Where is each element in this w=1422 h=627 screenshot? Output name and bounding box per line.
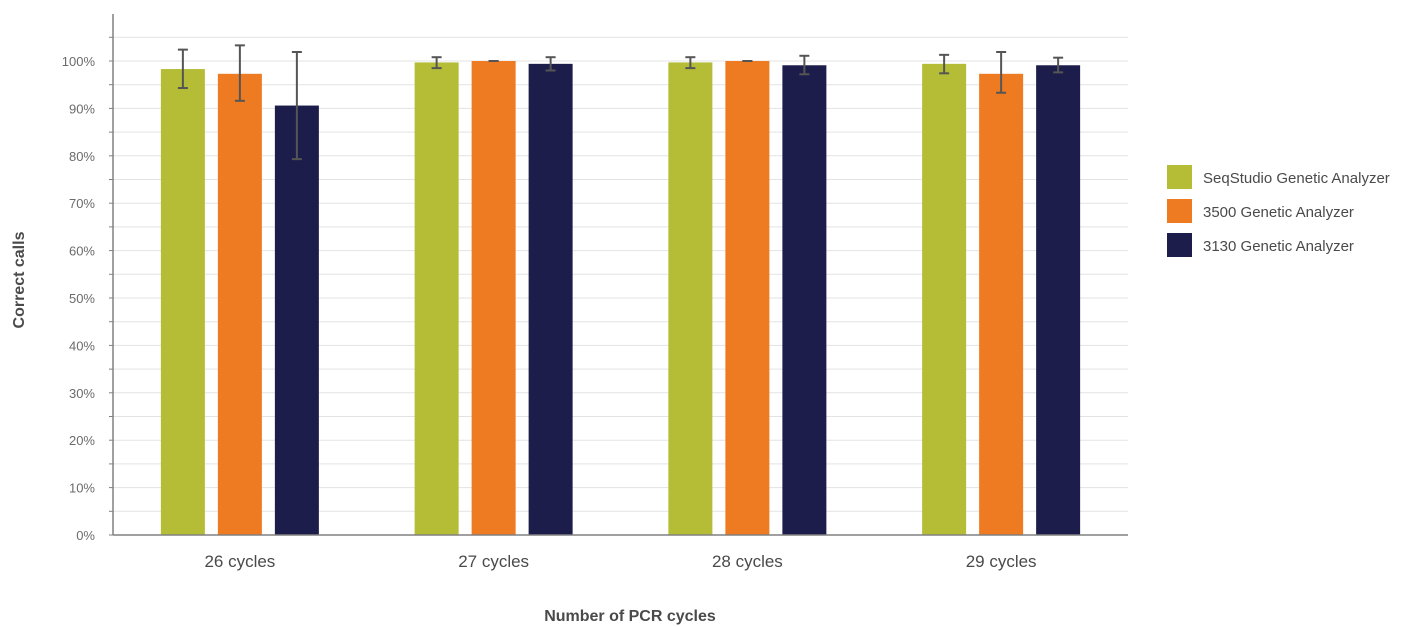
bar — [979, 73, 1024, 535]
x-axis-categories: 26 cycles 27 cycles 28 cycles 29 cycles — [204, 552, 1036, 571]
y-tick-label: 0% — [76, 528, 95, 543]
y-tick-label: 20% — [69, 433, 95, 448]
legend-swatch — [1167, 199, 1192, 223]
gridlines — [113, 36, 1128, 512]
bar — [471, 61, 516, 535]
bar — [782, 65, 827, 536]
x-category-label: 27 cycles — [458, 552, 529, 571]
legend-label: 3130 Genetic Analyzer — [1203, 238, 1354, 255]
bars — [160, 61, 1081, 536]
x-category-label: 28 cycles — [712, 552, 783, 571]
x-axis-title: Number of PCR cycles — [544, 608, 716, 625]
legend-swatch — [1167, 165, 1192, 189]
legend-label: SeqStudio Genetic Analyzer — [1203, 170, 1390, 187]
bar — [1036, 65, 1081, 536]
x-category-label: 26 cycles — [204, 552, 275, 571]
bar — [725, 61, 770, 535]
error-bars — [177, 44, 1064, 161]
legend: SeqStudio Genetic Analyzer 3500 Genetic A… — [1167, 165, 1390, 257]
bar — [922, 63, 967, 536]
y-axis-ticks: 0% 10% 20% 30% 40% 50% 60% 70% 80% 90% 100% — [62, 36, 113, 543]
y-tick-label: 100% — [62, 54, 96, 69]
x-category-label: 29 cycles — [966, 552, 1037, 571]
bar — [414, 62, 459, 536]
y-tick-label: 80% — [69, 149, 95, 164]
y-tick-label: 70% — [69, 196, 95, 211]
y-tick-label: 90% — [69, 101, 95, 116]
y-tick-label: 30% — [69, 386, 95, 401]
bar — [274, 105, 319, 535]
y-tick-label: 60% — [69, 244, 95, 259]
legend-label: 3500 Genetic Analyzer — [1203, 204, 1354, 221]
bar — [160, 69, 205, 536]
y-axis-title: Correct calls — [11, 231, 28, 328]
bar — [528, 63, 573, 536]
y-tick-label: 50% — [69, 291, 95, 306]
y-tick-label: 10% — [69, 481, 95, 496]
y-tick-label: 40% — [69, 338, 95, 353]
bar — [668, 62, 713, 536]
bar — [217, 73, 262, 535]
legend-swatch — [1167, 233, 1192, 257]
